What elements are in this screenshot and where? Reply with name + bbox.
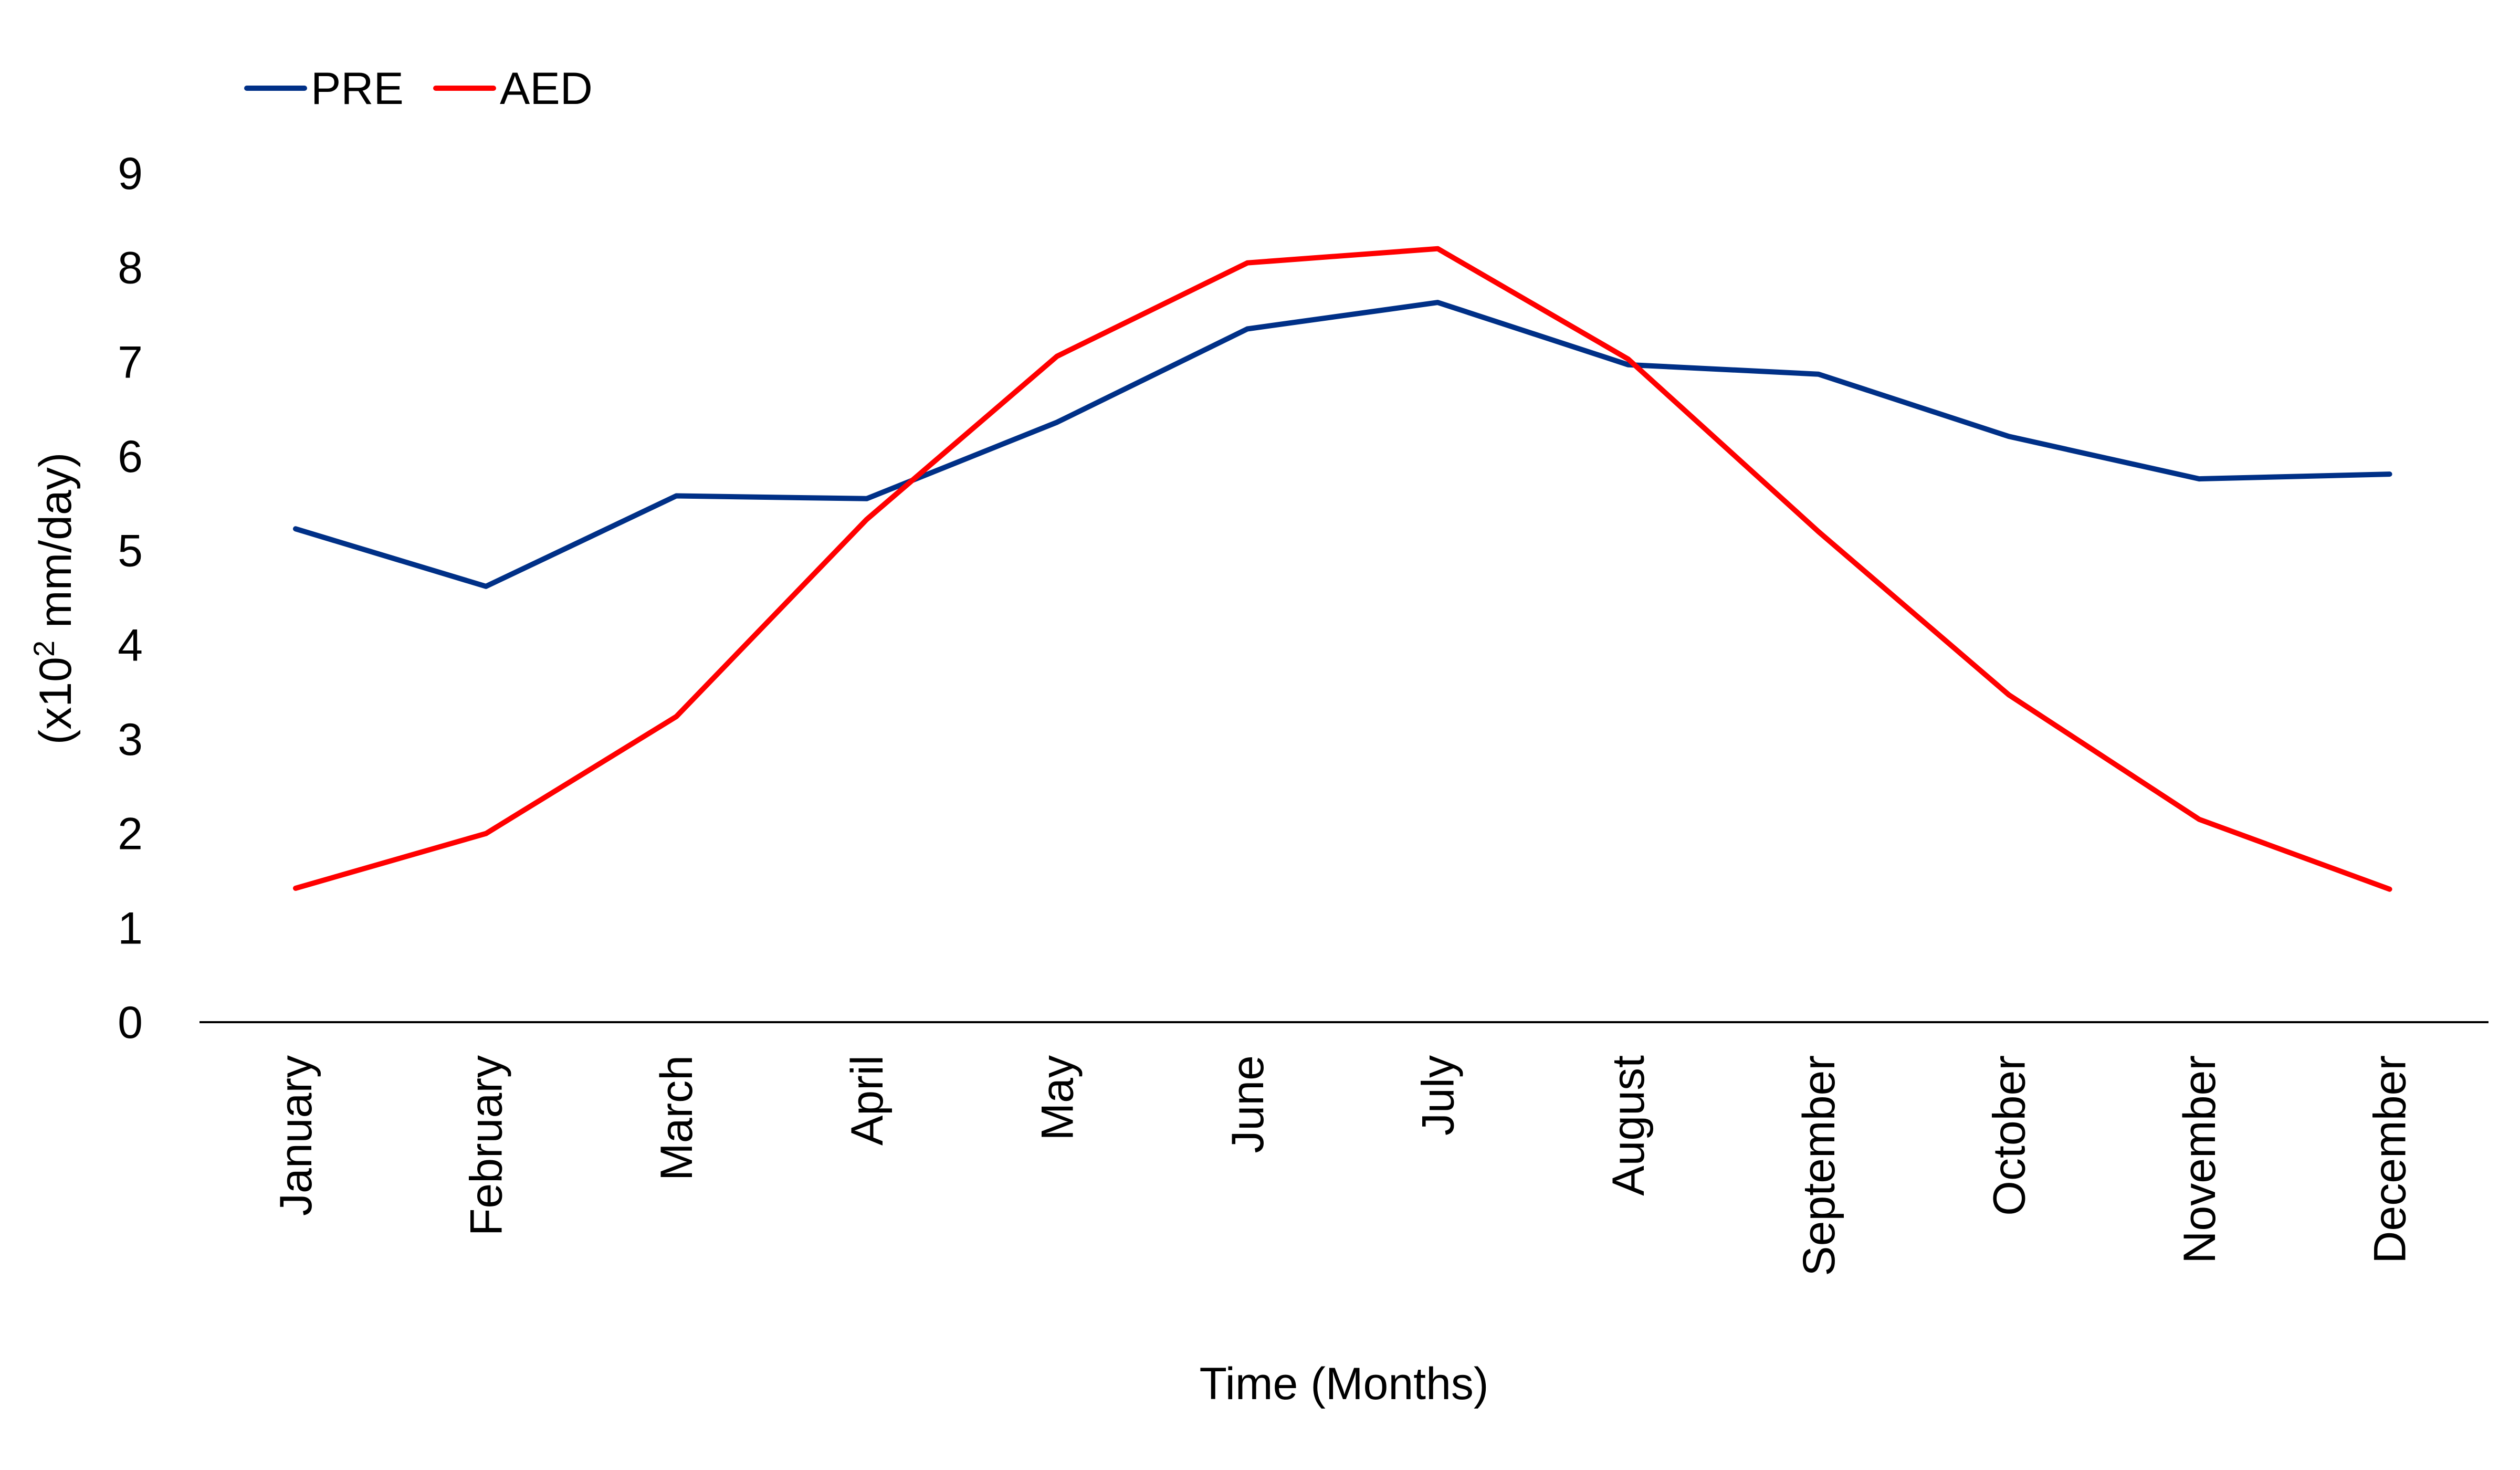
y-tick-label: 9 xyxy=(118,149,143,199)
x-tick-label: April xyxy=(842,1055,892,1146)
y-axis-title-prefix: (x10 xyxy=(30,657,81,744)
data-point-pre xyxy=(2387,471,2392,477)
y-axis-ticks: 0 1 2 3 4 5 6 7 8 9 xyxy=(118,149,143,1048)
x-tick-label: March xyxy=(652,1055,702,1181)
y-axis-title-superscript: 2 xyxy=(27,640,60,657)
data-point-pre xyxy=(1245,327,1250,332)
data-point-aed xyxy=(1054,354,1059,359)
x-tick-label: August xyxy=(1603,1055,1654,1196)
data-point-aed xyxy=(1816,529,1821,534)
data-point-aed xyxy=(1625,356,1631,362)
data-point-aed xyxy=(484,831,489,836)
x-tick-label: February xyxy=(461,1055,512,1236)
data-point-aed xyxy=(864,517,869,522)
y-tick-label: 1 xyxy=(118,903,143,953)
data-point-pre xyxy=(484,584,489,589)
data-point-pre xyxy=(864,496,869,501)
x-tick-label: September xyxy=(1794,1055,1844,1276)
x-tick-label: June xyxy=(1223,1055,1273,1153)
data-point-pre xyxy=(2006,434,2011,439)
x-axis-ticks: January February March April May June July Augu… xyxy=(271,1055,2416,1276)
y-tick-label: 4 xyxy=(118,620,143,670)
data-point-aed xyxy=(1245,260,1250,266)
data-point-aed xyxy=(2197,817,2202,822)
y-tick-label: 7 xyxy=(118,337,143,387)
data-point-pre xyxy=(1816,372,1821,377)
data-point-aed xyxy=(674,714,679,719)
data-point-pre xyxy=(1435,300,1441,305)
data-point-pre xyxy=(2197,476,2202,481)
data-point-pre xyxy=(293,526,298,531)
x-tick-label: May xyxy=(1032,1055,1083,1140)
data-point-pre xyxy=(674,494,679,499)
y-axis-title: (x102 mm/day) xyxy=(27,453,81,745)
series-lines xyxy=(293,246,2392,892)
x-tick-label: November xyxy=(2175,1055,2225,1264)
x-tick-label: December xyxy=(2365,1055,2416,1264)
x-tick-label: January xyxy=(271,1055,321,1216)
y-tick-label: 0 xyxy=(118,998,143,1048)
legend-label-aed: AED xyxy=(500,64,593,114)
y-tick-label: 6 xyxy=(118,432,143,482)
x-tick-label: July xyxy=(1413,1055,1464,1136)
y-axis-title-suffix: mm/day) xyxy=(30,453,81,640)
legend: PRE AED xyxy=(244,64,593,114)
y-tick-label: 3 xyxy=(118,715,143,765)
data-point-aed xyxy=(2387,887,2392,892)
y-tick-label: 2 xyxy=(118,809,143,859)
x-tick-label: October xyxy=(1984,1055,2034,1216)
x-axis-title: Time (Months) xyxy=(1199,1359,1488,1409)
series-line-aed xyxy=(293,246,2392,892)
data-point-aed xyxy=(293,886,298,891)
y-tick-label: 5 xyxy=(118,526,143,576)
data-point-aed xyxy=(1435,246,1441,251)
y-tick-label: 8 xyxy=(118,243,143,293)
data-point-aed xyxy=(2006,692,2011,698)
legend-label-pre: PRE xyxy=(311,64,404,114)
series-line-pre xyxy=(293,300,2392,589)
data-point-pre xyxy=(1054,419,1059,425)
